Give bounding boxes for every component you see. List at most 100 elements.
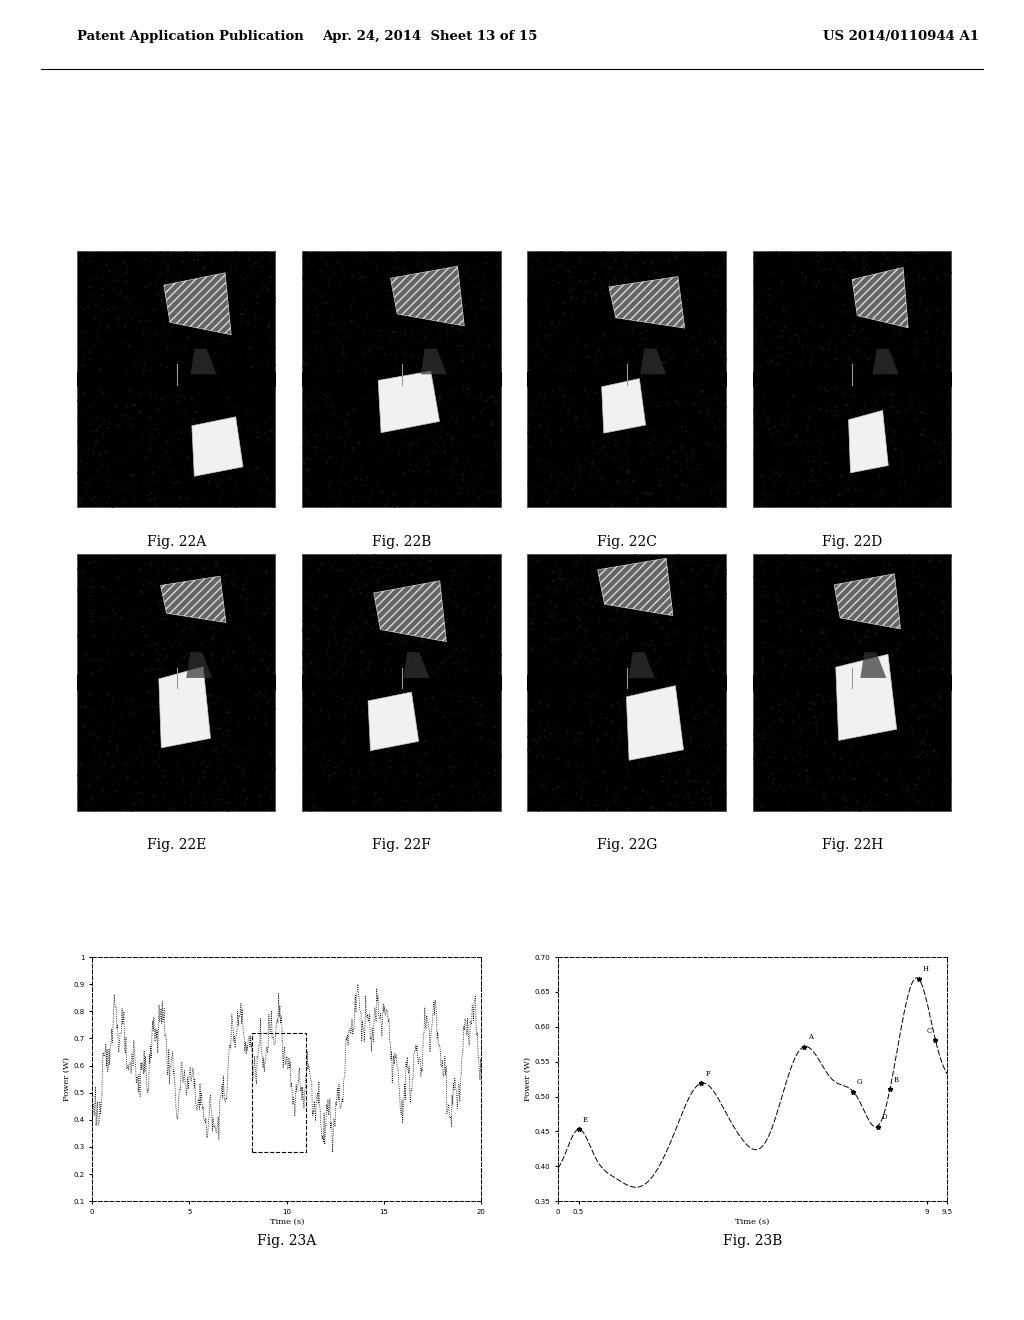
Point [711,642,727,663]
Point [653,672,670,693]
Point [202,376,218,397]
Point [703,795,720,816]
Point [878,770,894,791]
Point [135,574,152,595]
Point [818,556,835,577]
Point [572,636,589,657]
Point [265,556,282,577]
Point [475,355,492,376]
Point [670,271,686,292]
Point [354,475,371,496]
Point [133,581,150,602]
Point [555,392,571,413]
Point [560,400,577,421]
Point [492,446,508,467]
Point [244,710,260,731]
Point [911,374,928,395]
Point [654,708,671,729]
Point [110,573,126,594]
Point [258,242,274,263]
Point [354,701,371,722]
Point [139,429,156,450]
Point [807,572,823,593]
Point [368,356,384,378]
Point [152,719,168,741]
Point [922,396,938,417]
Point [560,282,577,304]
Point [453,310,469,331]
Point [122,292,138,313]
Point [92,380,109,401]
Point [885,723,901,744]
Point [545,779,561,800]
Point [302,548,318,569]
Point [703,334,720,355]
Point [417,689,433,710]
Point [597,702,613,723]
Point [101,693,118,714]
Point [129,601,145,622]
Point [191,473,208,494]
Point [627,545,643,566]
Point [708,449,724,470]
Point [690,483,707,504]
Point [764,261,780,282]
Point [483,422,500,444]
Point [565,422,582,444]
Point [391,611,408,632]
Point [753,741,769,762]
Point [813,492,829,513]
Point [258,560,274,581]
Point [447,755,464,776]
Point [794,294,810,315]
Point [869,345,886,366]
Point [716,440,732,461]
Point [870,579,887,601]
Point [883,399,899,420]
Point [403,433,420,454]
Point [335,688,351,709]
Point [854,606,870,627]
Point [226,421,243,442]
Point [660,569,677,590]
Point [441,758,458,779]
Point [350,552,367,573]
Point [620,276,636,297]
Point [583,710,599,731]
Point [856,800,872,821]
Point [669,451,685,473]
Point [541,407,557,428]
Point [99,726,116,747]
Point [106,713,123,734]
Point [837,594,853,615]
Point [447,721,464,742]
Point [244,242,260,263]
Point [305,247,322,268]
Point [610,620,627,642]
Point [370,482,386,503]
Point [770,694,786,715]
Point [312,566,329,587]
Point [695,780,712,801]
Point [645,442,662,463]
Point [450,781,466,803]
Point [814,622,830,643]
Point [893,376,909,397]
Point [195,437,211,458]
Point [262,248,279,269]
Point [222,763,239,784]
Point [935,635,951,656]
Point [332,585,348,606]
Point [411,597,427,618]
Point [826,743,843,764]
Point [578,282,594,304]
Point [864,795,881,816]
Point [829,594,846,615]
Point [605,593,622,614]
Point [126,705,142,726]
Point [73,618,89,639]
Point [204,701,220,722]
Point [367,312,383,333]
Point [840,348,856,370]
Point [939,350,955,371]
